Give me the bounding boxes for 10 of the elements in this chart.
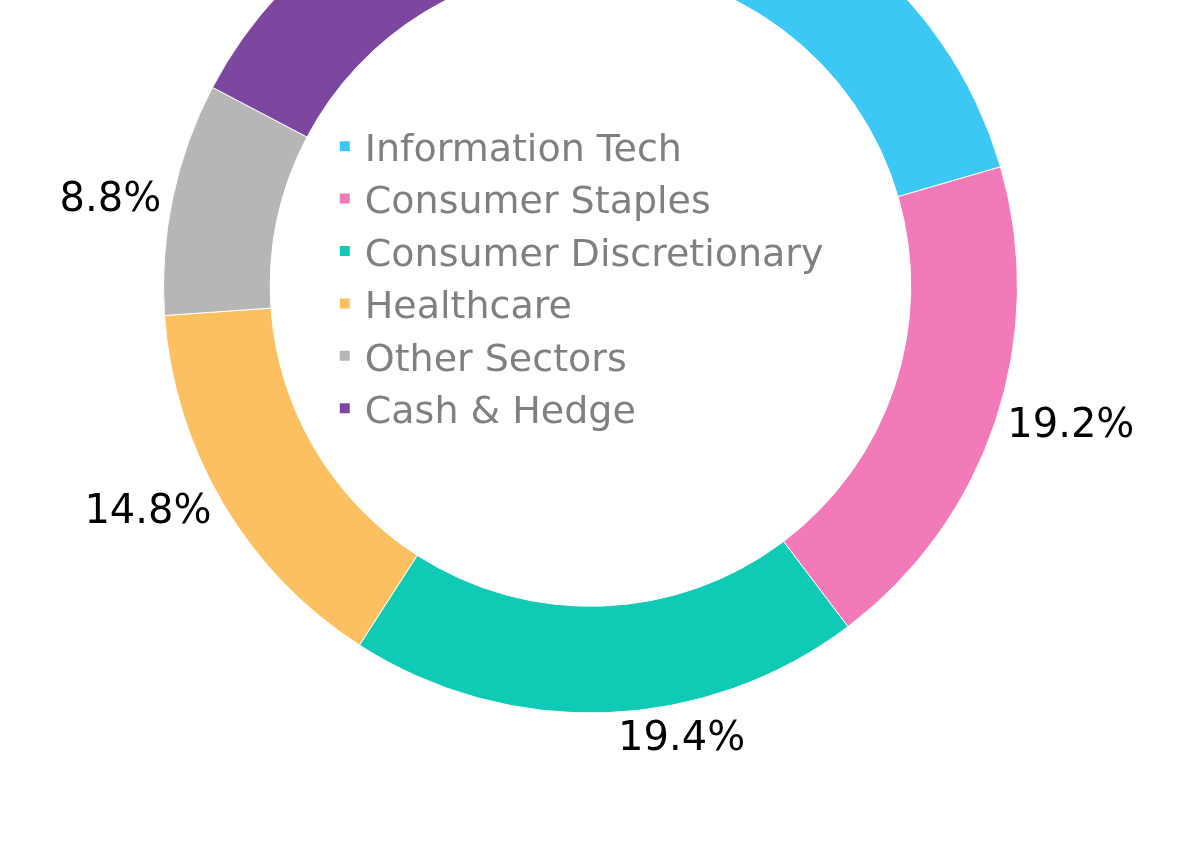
legend-label: Cash & Hedge xyxy=(364,388,636,433)
legend-label: Information Tech xyxy=(364,126,682,171)
legend-label: Consumer Staples xyxy=(364,178,711,223)
legend-label: Healthcare xyxy=(364,283,572,328)
legend-label: Other Sectors xyxy=(364,335,627,380)
data-label: 14.8% xyxy=(84,486,212,533)
data-label: 8.8% xyxy=(59,174,162,221)
legend-label: Consumer Discretionary xyxy=(364,230,824,275)
data-label: 19.2% xyxy=(1007,399,1135,446)
data-label: 19.4% xyxy=(618,712,746,759)
